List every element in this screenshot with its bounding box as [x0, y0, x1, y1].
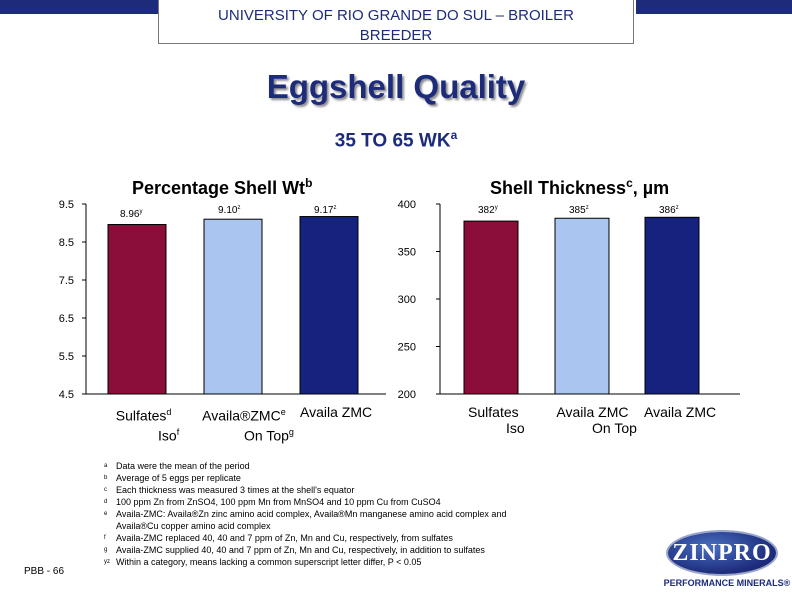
footnote-text: Availa-ZMC replaced 40, 40 and 7 ppm of … [116, 533, 453, 543]
x-label-line2: On Top [592, 420, 637, 436]
header-line1: UNIVERSITY OF RIO GRANDE DO SUL – BROILE… [218, 7, 574, 24]
logo-tagline: PERFORMANCE MINERALS® [663, 578, 791, 588]
chart2-data-label: 382y [478, 205, 498, 216]
zinpro-logo: ZINPRO PERFORMANCE MINERALS® [662, 532, 792, 594]
x-label-line2: On Topg [244, 426, 294, 444]
chart2-title-suffix: , µm [632, 178, 670, 198]
footnote-mark: f [104, 535, 106, 541]
footnote-mark: c [104, 487, 107, 493]
footnote: c Each thickness was measured 3 times at … [104, 484, 506, 496]
page-title: Eggshell Quality [266, 68, 526, 105]
page-subtitle: 35 TO 65 WKa [0, 128, 792, 152]
chart2-data-label: 385z [569, 205, 589, 216]
footnotes: a Data were the mean of the period b Averag… [104, 460, 506, 568]
x-label-line2: Iso [506, 420, 525, 436]
header-box: UNIVERSITY OF RIO GRANDE DO SUL – BROILE… [158, 0, 634, 44]
footnote: d 100 ppm Zn from ZnSO4, 100 ppm Mn from … [104, 496, 506, 508]
x-label-line1: Availa®ZMCe [202, 407, 286, 424]
chart1-title-sup: b [305, 176, 313, 190]
chart1-title: Percentage Shell Wtb [132, 176, 312, 199]
footnote: e Availa-ZMC: Availa®Zn zinc amino acid c… [104, 508, 506, 520]
footnote: g Availa-ZMC supplied 40, 40 and 7 ppm of… [104, 544, 506, 556]
x-label-line1: Availa ZMC [644, 404, 717, 420]
footnote: a Data were the mean of the period [104, 460, 506, 472]
chart1-x-label: Sulfatesd Isof [108, 404, 179, 443]
footnote: yz Within a category, means lacking a com… [104, 556, 506, 568]
footnote-text: Availa-ZMC: Availa®Zn zinc amino acid co… [116, 509, 507, 519]
chart2-bar [644, 216, 700, 395]
page-code: PBB - 66 [24, 566, 65, 577]
chart2-data-label: 386z [659, 205, 679, 216]
chart1-tick-label: 5.5 [59, 351, 74, 363]
footnote-text: Availa-ZMC supplied 40, 40 and 7 ppm of … [116, 545, 485, 555]
chart1-bar [299, 216, 359, 395]
header-line2: BREEDER [359, 27, 433, 44]
chart2-bar [463, 220, 519, 395]
chart2-tick-label: 250 [398, 342, 416, 354]
chart1-data-label: 9.17z [314, 205, 336, 216]
footnote-mark: yz [104, 559, 110, 565]
chart2-title-text: Shell Thickness [490, 178, 627, 198]
chart2-x-label: Availa ZMC On Top [548, 404, 637, 436]
footnote-text: Availa®Cu copper amino acid complex [116, 521, 271, 531]
footnote-mark: a [104, 463, 108, 469]
header-bar-left [0, 0, 160, 14]
footnote-mark: e [104, 511, 108, 517]
chart1-bar [203, 218, 263, 395]
chart2-tick-label: 350 [398, 247, 416, 259]
x-label-line1: Sulfatesd [115, 407, 172, 424]
subtitle-text: 35 TO 65 WK [334, 130, 451, 152]
chart2-x-label: Sulfates Iso [462, 404, 525, 436]
footnote-text: 100 ppm Zn from ZnSO4, 100 ppm Mn from M… [116, 497, 441, 507]
chart1-x-label: Availa ZMC [300, 404, 372, 420]
chart2-title-sup: c [626, 176, 633, 190]
chart1-data-label: 8.96y [120, 209, 142, 220]
chart2-x-label: Availa ZMC [644, 404, 716, 420]
chart1-title-text: Percentage Shell Wt [132, 178, 306, 198]
footnote-text: Average of 5 eggs per replicate [116, 473, 241, 483]
x-label-line2: Isof [158, 426, 180, 444]
subtitle-sup: a [450, 128, 458, 142]
chart1-tick-label: 8.5 [59, 237, 74, 249]
chart2-tick-label: 200 [398, 389, 416, 401]
footnote-text: Data were the mean of the period [116, 461, 250, 471]
chart1-tick-label: 7.5 [59, 275, 74, 287]
x-label-line1: Availa ZMC [300, 404, 373, 420]
footnote-mark [104, 520, 116, 532]
chart2-bar [554, 217, 610, 395]
chart1-data-label: 9.10z [218, 205, 240, 216]
chart2-tick-label: 400 [398, 199, 416, 211]
header-bar-right [636, 0, 792, 14]
chart1-x-label: Availa®ZMCe On Topg [194, 404, 294, 443]
x-label-line1: Sulfates [468, 404, 519, 420]
chart1-bar [107, 224, 167, 395]
chart1-tick-label: 6.5 [59, 313, 74, 325]
chart2-title: Shell Thicknessc, µm [490, 176, 669, 199]
chart1-tick-label: 9.5 [59, 199, 74, 211]
footnote-text: Each thickness was measured 3 times at t… [116, 485, 355, 495]
chart2-tick-label: 300 [398, 294, 416, 306]
footnote: f Availa-ZMC replaced 40, 40 and 7 ppm of… [104, 532, 506, 544]
footnote-mark: b [104, 475, 108, 481]
x-label-line1: Availa ZMC [556, 404, 629, 420]
footnote-mark: g [104, 547, 108, 553]
footnote-mark: d [104, 499, 108, 505]
logo-oval [668, 532, 776, 574]
footnote-text: Within a category, means lacking a commo… [116, 557, 422, 567]
chart1-tick-label: 4.5 [59, 389, 74, 401]
logo-name: ZINPRO [672, 540, 772, 566]
footnote: Availa®Cu copper amino acid complex [104, 520, 506, 532]
footnote: b Average of 5 eggs per replicate [104, 472, 506, 484]
